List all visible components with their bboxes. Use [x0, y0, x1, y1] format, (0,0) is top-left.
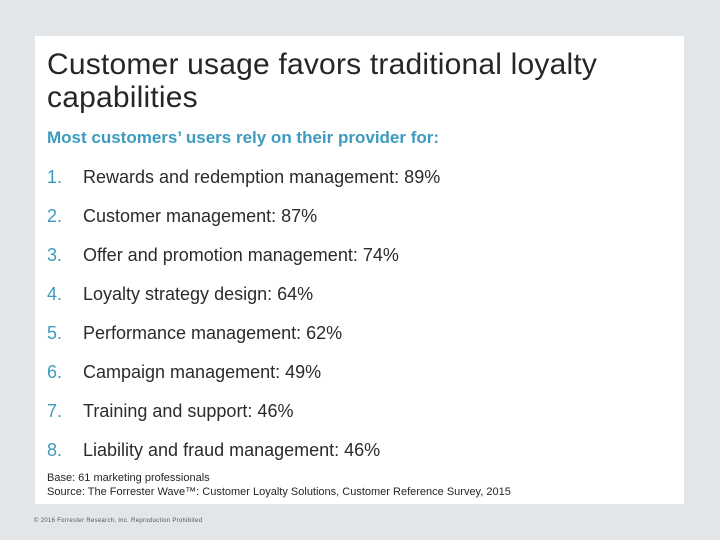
slide-title: Customer usage favors traditional loyalt… — [47, 48, 598, 114]
list-item-text: Rewards and redemption management: 89% — [83, 167, 441, 187]
copyright-notice: © 2016 Forrester Research, Inc. Reproduc… — [34, 518, 203, 524]
list-item: 1. Rewards and redemption management: 89… — [47, 165, 440, 204]
list-item-number: 5. — [47, 323, 63, 343]
footnote: Base: 61 marketing professionals Source:… — [47, 471, 511, 499]
list-item-number: 6. — [47, 362, 63, 382]
list-item-number: 4. — [47, 284, 63, 304]
list-item: 8. Liability and fraud management: 46% — [47, 438, 440, 477]
list-item-number: 8. — [47, 440, 63, 460]
list-item-text: Offer and promotion management: 74% — [83, 245, 399, 265]
list-item: 4. Loyalty strategy design: 64% — [47, 282, 440, 321]
list-item-number: 2. — [47, 206, 63, 226]
list-item: 2. Customer management: 87% — [47, 204, 440, 243]
list-item: 7. Training and support: 46% — [47, 399, 440, 438]
list-item-number: 7. — [47, 401, 63, 421]
list-item: 5. Performance management: 62% — [47, 321, 440, 360]
list-item: 6. Campaign management: 49% — [47, 360, 440, 399]
capabilities-list: 1. Rewards and redemption management: 89… — [47, 165, 440, 477]
footnote-source: Source: The Forrester Wave™: Customer Lo… — [47, 486, 511, 498]
footnote-base: Base: 61 marketing professionals — [47, 472, 210, 484]
list-item-text: Customer management: 87% — [83, 206, 318, 226]
list-item-text: Performance management: 62% — [83, 323, 343, 343]
slide-content: Customer usage favors traditional loyalt… — [35, 36, 684, 504]
list-item: 3. Offer and promotion management: 74% — [47, 243, 440, 282]
list-item-number: 3. — [47, 245, 63, 265]
slide-subtitle: Most customers’ users rely on their prov… — [47, 128, 440, 147]
list-item-text: Loyalty strategy design: 64% — [83, 284, 314, 304]
list-item-number: 1. — [47, 167, 63, 187]
list-item-text: Campaign management: 49% — [83, 362, 322, 382]
list-item-text: Liability and fraud management: 46% — [83, 440, 381, 460]
list-item-text: Training and support: 46% — [83, 401, 294, 421]
